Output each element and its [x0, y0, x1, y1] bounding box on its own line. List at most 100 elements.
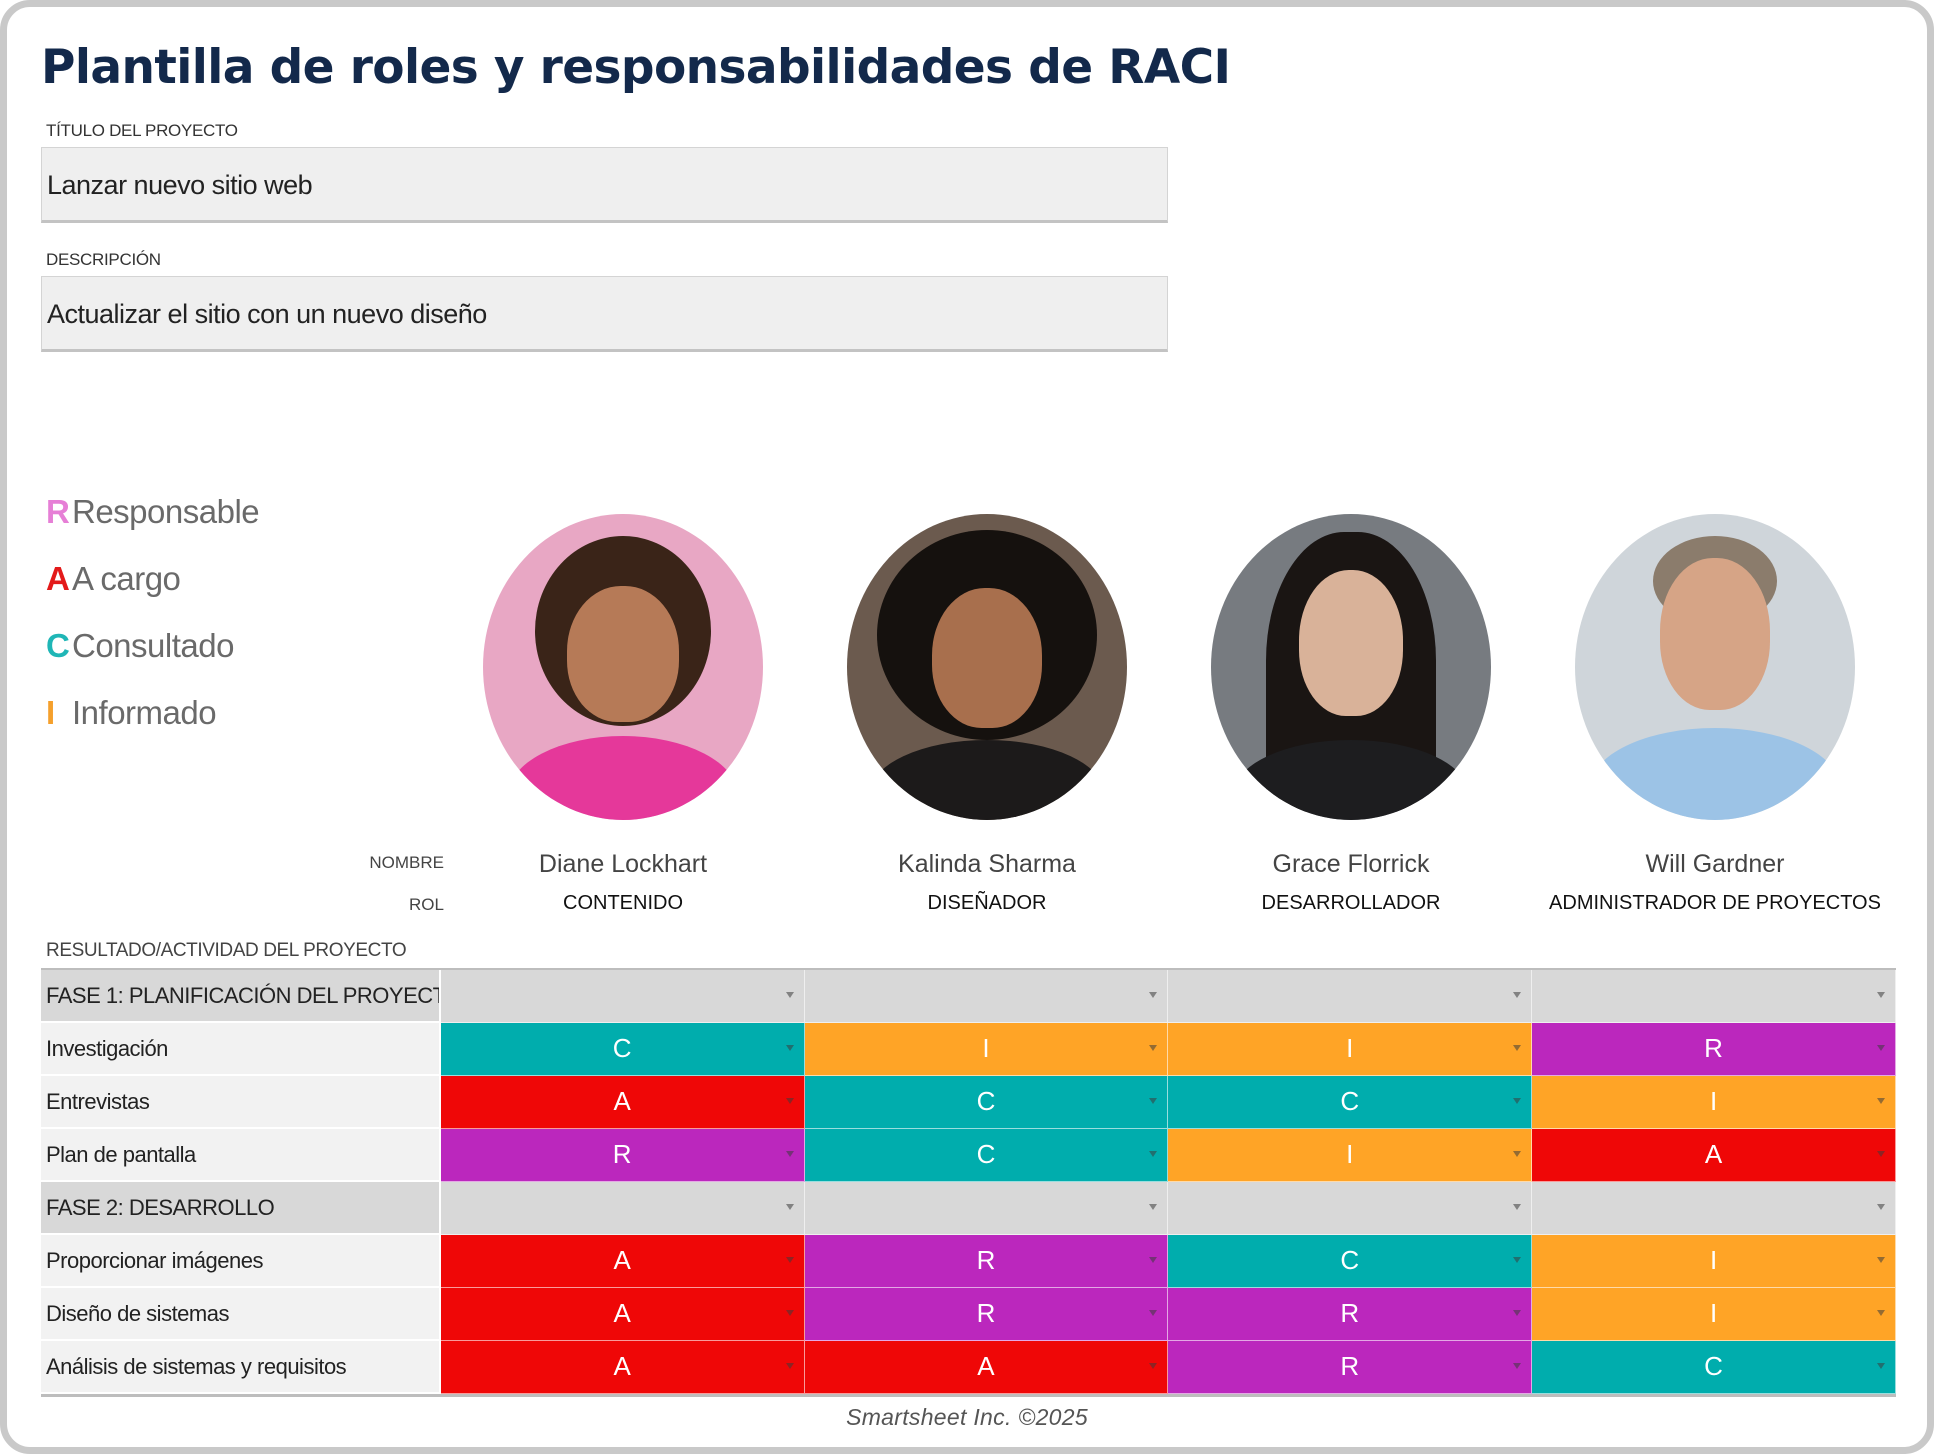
phase-label[interactable]: FASE 2: DESARROLLO — [41, 1182, 441, 1235]
legend-item-responsible: R Responsable — [46, 478, 260, 545]
raci-dropdown-cell[interactable]: I — [1532, 1235, 1896, 1288]
raci-value: C — [612, 1033, 632, 1063]
activity-label[interactable]: Diseño de sistemas — [41, 1288, 441, 1341]
dropdown-arrow-icon[interactable] — [1149, 992, 1158, 998]
description-field[interactable]: Actualizar el sitio con un nuevo diseño — [41, 276, 1168, 352]
dropdown-arrow-icon[interactable] — [1513, 1151, 1522, 1157]
raci-dropdown-cell[interactable] — [1168, 1182, 1533, 1235]
activity-label[interactable]: Investigación — [41, 1023, 441, 1076]
legend-item-consulted: C Consultado — [46, 612, 259, 679]
raci-dropdown-cell[interactable]: A — [1532, 1129, 1896, 1182]
activity-label[interactable]: Entrevistas — [41, 1076, 441, 1129]
activity-label[interactable]: Análisis de sistemas y requisitos — [41, 1341, 441, 1394]
legend-item-informed: I Informado — [46, 679, 259, 746]
raci-dropdown-cell[interactable] — [440, 1182, 805, 1235]
person-column: Grace Florrick DESARROLLADOR — [1169, 514, 1533, 914]
raci-matrix: FASE 1: PLANIFICACIÓN DEL PROYECTO Invest… — [41, 968, 1896, 1397]
dropdown-arrow-icon[interactable] — [1876, 992, 1885, 998]
activity-row: Entrevistas A C C I — [41, 1076, 1896, 1129]
dropdown-arrow-icon[interactable] — [1513, 992, 1522, 998]
dropdown-arrow-icon[interactable] — [1149, 1363, 1158, 1369]
raci-dropdown-cell[interactable]: I — [1532, 1076, 1896, 1129]
phase-label[interactable]: FASE 1: PLANIFICACIÓN DEL PROYECTO — [41, 970, 441, 1023]
phase-row: FASE 2: DESARROLLO — [41, 1182, 1896, 1235]
raci-value: C — [976, 1086, 996, 1116]
dropdown-arrow-icon[interactable] — [1513, 1310, 1522, 1316]
project-title-field[interactable]: Lanzar nuevo sitio web — [41, 147, 1168, 223]
dropdown-arrow-icon[interactable] — [1513, 1363, 1522, 1369]
raci-value: C — [1340, 1245, 1360, 1275]
activity-row: Plan de pantalla R C I A — [41, 1129, 1896, 1182]
raci-value: R — [612, 1139, 632, 1169]
raci-dropdown-cell[interactable]: C — [804, 1076, 1169, 1129]
dropdown-arrow-icon[interactable] — [1876, 1151, 1885, 1157]
raci-dropdown-cell[interactable] — [1168, 970, 1533, 1023]
raci-dropdown-cell[interactable]: R — [1168, 1288, 1533, 1341]
dropdown-arrow-icon[interactable] — [1876, 1257, 1885, 1263]
raci-dropdown-cell[interactable]: A — [804, 1341, 1169, 1394]
raci-dropdown-cell[interactable]: I — [1532, 1288, 1896, 1341]
raci-value: I — [1346, 1139, 1354, 1169]
raci-value: C — [1340, 1086, 1360, 1116]
dropdown-arrow-icon[interactable] — [785, 1151, 794, 1157]
dropdown-arrow-icon[interactable] — [785, 1098, 794, 1104]
avatar — [1575, 514, 1855, 820]
raci-dropdown-cell[interactable]: A — [440, 1288, 805, 1341]
dropdown-arrow-icon[interactable] — [1513, 1257, 1522, 1263]
dropdown-arrow-icon[interactable] — [1513, 1045, 1522, 1051]
person-name: Grace Florrick — [1272, 850, 1430, 878]
raci-dropdown-cell[interactable] — [1532, 970, 1896, 1023]
raci-dropdown-cell[interactable]: C — [1532, 1341, 1896, 1394]
activity-label[interactable]: Plan de pantalla — [41, 1129, 441, 1182]
dropdown-arrow-icon[interactable] — [1149, 1257, 1158, 1263]
dropdown-arrow-icon[interactable] — [1513, 1098, 1522, 1104]
dropdown-arrow-icon[interactable] — [1876, 1204, 1885, 1210]
raci-dropdown-cell[interactable]: C — [804, 1129, 1169, 1182]
raci-value: R — [976, 1245, 996, 1275]
dropdown-arrow-icon[interactable] — [1876, 1098, 1885, 1104]
dropdown-arrow-icon[interactable] — [1149, 1098, 1158, 1104]
dropdown-arrow-icon[interactable] — [785, 1204, 794, 1210]
dropdown-arrow-icon[interactable] — [1149, 1204, 1158, 1210]
raci-value: I — [1709, 1298, 1718, 1328]
raci-dropdown-cell[interactable]: A — [440, 1235, 805, 1288]
dropdown-arrow-icon[interactable] — [1149, 1045, 1158, 1051]
dropdown-arrow-icon[interactable] — [785, 1363, 794, 1369]
raci-value: I — [982, 1033, 990, 1063]
raci-dropdown-cell[interactable]: A — [440, 1341, 805, 1394]
dropdown-arrow-icon[interactable] — [1149, 1151, 1158, 1157]
person-column: Diane Lockhart CONTENIDO — [441, 514, 805, 914]
raci-dropdown-cell[interactable] — [440, 970, 805, 1023]
dropdown-arrow-icon[interactable] — [1876, 1363, 1885, 1369]
dropdown-arrow-icon[interactable] — [1149, 1310, 1158, 1316]
raci-value: A — [613, 1351, 631, 1381]
raci-dropdown-cell[interactable]: C — [1168, 1076, 1533, 1129]
activity-row: Investigación C I I R — [41, 1023, 1896, 1076]
dropdown-arrow-icon[interactable] — [785, 992, 794, 998]
raci-dropdown-cell[interactable]: I — [804, 1023, 1169, 1076]
raci-dropdown-cell[interactable]: R — [804, 1235, 1169, 1288]
dropdown-arrow-icon[interactable] — [785, 1257, 794, 1263]
legend-letter: A — [46, 559, 70, 597]
raci-dropdown-cell[interactable] — [1532, 1182, 1896, 1235]
raci-dropdown-cell[interactable]: C — [440, 1023, 805, 1076]
raci-dropdown-cell[interactable]: C — [1168, 1235, 1533, 1288]
dropdown-arrow-icon[interactable] — [1876, 1310, 1885, 1316]
raci-dropdown-cell[interactable] — [804, 970, 1169, 1023]
raci-value: A — [613, 1298, 631, 1328]
dropdown-arrow-icon[interactable] — [1876, 1045, 1885, 1051]
raci-dropdown-cell[interactable]: R — [804, 1288, 1169, 1341]
raci-dropdown-cell[interactable]: I — [1168, 1129, 1533, 1182]
raci-value: C — [1704, 1351, 1723, 1381]
raci-dropdown-cell[interactable]: R — [1168, 1341, 1533, 1394]
dropdown-arrow-icon[interactable] — [785, 1045, 794, 1051]
raci-dropdown-cell[interactable] — [804, 1182, 1169, 1235]
raci-dropdown-cell[interactable]: A — [440, 1076, 805, 1129]
dropdown-arrow-icon[interactable] — [1513, 1204, 1522, 1210]
raci-dropdown-cell[interactable]: R — [440, 1129, 805, 1182]
legend-label: Informado — [72, 693, 217, 731]
activity-label[interactable]: Proporcionar imágenes — [41, 1235, 441, 1288]
dropdown-arrow-icon[interactable] — [785, 1310, 794, 1316]
raci-dropdown-cell[interactable]: R — [1532, 1023, 1896, 1076]
raci-dropdown-cell[interactable]: I — [1168, 1023, 1533, 1076]
